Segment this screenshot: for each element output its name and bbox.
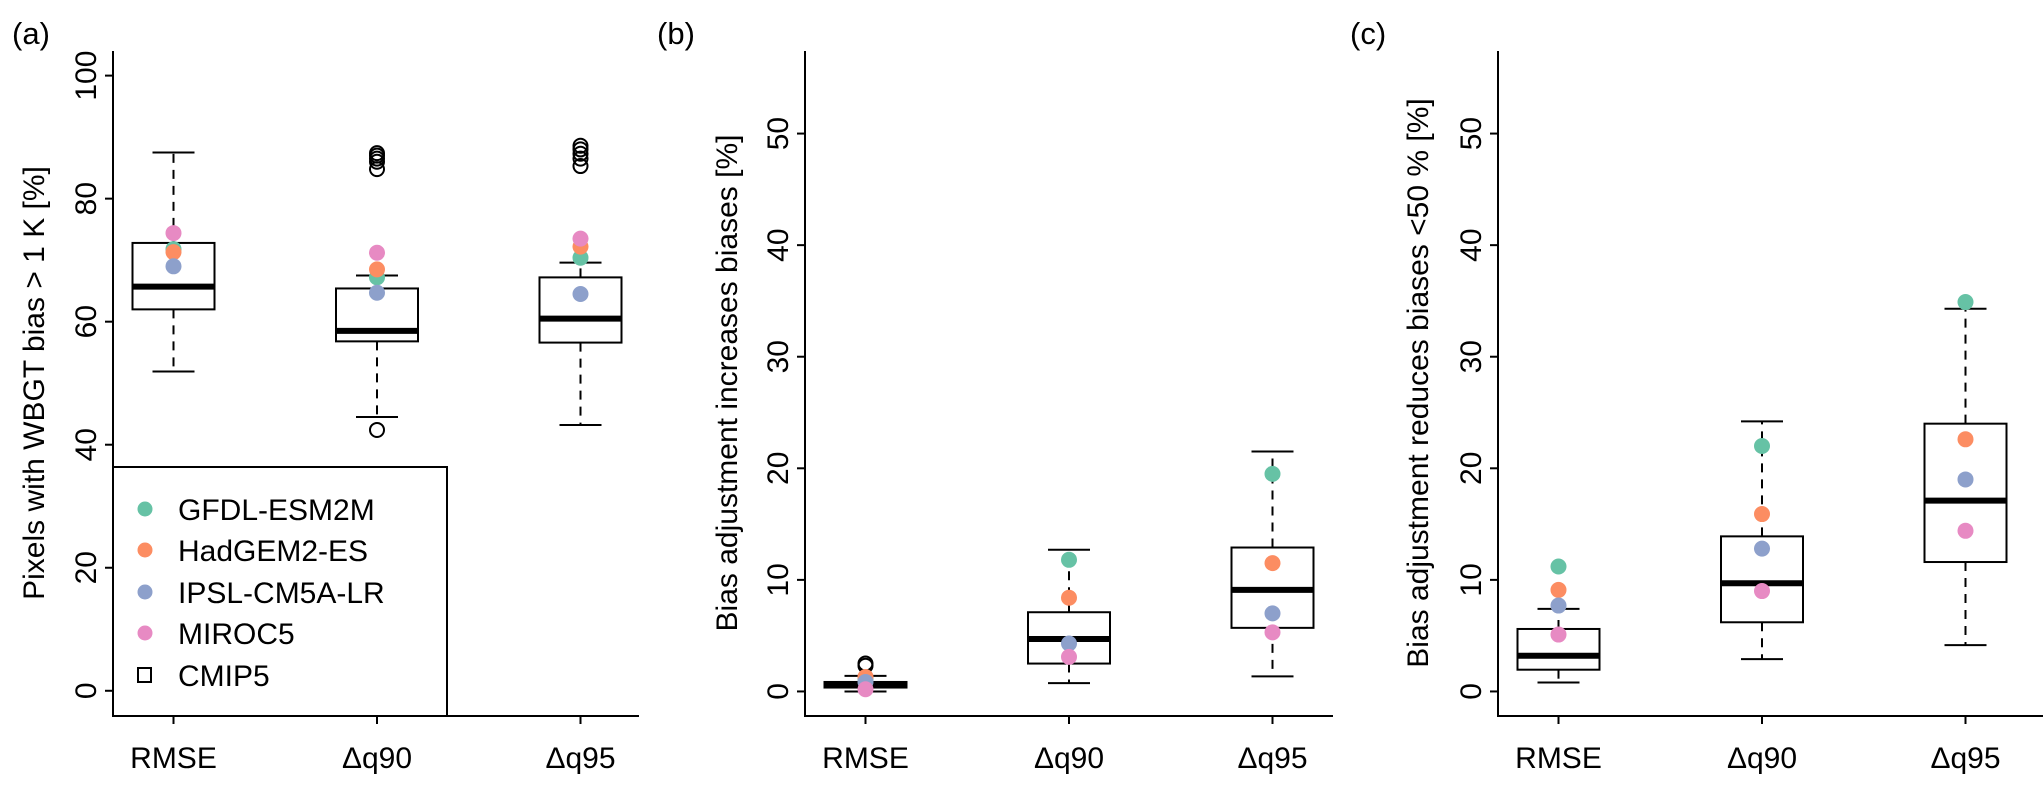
legend-dot-hadgem (137, 542, 153, 558)
model-point-miroc5 (1264, 624, 1281, 641)
x-tick-label: RMSE (822, 742, 909, 775)
legend-dot-gfdl (137, 501, 153, 517)
x-tick-label: Δq90 (342, 742, 412, 775)
model-point-gfdl-esm2m (1754, 437, 1770, 454)
y-axis-title-a: Pixels with WBGT bias > 1 K [%] (18, 166, 51, 600)
legend-label-hadgem: HadGEM2-ES (178, 535, 368, 568)
legend-dot-ipsl (137, 584, 153, 600)
y-tick-label: 20 (70, 551, 103, 584)
x-tick-label: Δq95 (1237, 742, 1307, 775)
model-point-hadgem2-es (1957, 431, 1974, 448)
model-point-miroc5 (1957, 522, 1974, 539)
model-point-ipsl-cm5a-lr (369, 284, 385, 301)
model-point-hadgem2-es (1550, 581, 1567, 598)
box-1 (335, 145, 419, 438)
box-1 (1027, 548, 1111, 685)
model-point-hadgem2-es (369, 261, 385, 278)
panel-a: (a) Pixels with WBGT bias > 1 K [%] 0 20 4… (12, 16, 639, 775)
legend-label-miroc: MIROC5 (178, 618, 295, 651)
model-point-gfdl-esm2m (1061, 551, 1077, 568)
y-tick-label: 30 (1455, 340, 1488, 373)
y-tick-label: 0 (1455, 683, 1488, 700)
model-point-miroc5 (165, 225, 182, 242)
x-tick-label: Δq95 (1930, 742, 2000, 775)
x-tick-label: RMSE (1515, 742, 1602, 775)
y-tick-label: 100 (70, 51, 103, 101)
model-point-ipsl-cm5a-lr (1264, 605, 1281, 622)
y-tick-label: 80 (70, 182, 103, 215)
model-point-ipsl-cm5a-lr (1061, 635, 1077, 652)
y-tick-label: 50 (1455, 117, 1488, 150)
outlier-point (572, 158, 589, 175)
y-tick-label: 30 (762, 340, 795, 373)
legend-frame (112, 466, 448, 717)
model-point-miroc5 (369, 244, 385, 261)
outlier-point (369, 145, 385, 162)
y-tick-label: 60 (70, 305, 103, 338)
box-2 (538, 137, 623, 427)
y-tick-label: 40 (1455, 228, 1488, 261)
x-tick-label: Δq95 (545, 742, 615, 775)
y-tick-label: 10 (762, 563, 795, 596)
panel-b: (b) Bias adjustment increases biases [%]… (657, 16, 1333, 775)
legend-label-ipsl: IPSL-CM5A-LR (178, 577, 385, 610)
outlier-point (369, 421, 385, 438)
box-1 (1720, 420, 1804, 661)
box-2 (1230, 450, 1315, 678)
model-point-ipsl-cm5a-lr (165, 258, 182, 275)
panel-c: (c) Bias adjustment reduces biases <50 %… (1350, 16, 2043, 775)
y-tick-label: 40 (70, 428, 103, 461)
box-0 (1516, 558, 1601, 684)
x-tick-label: Δq90 (1034, 742, 1104, 775)
outlier-point (572, 137, 589, 154)
box-2 (1923, 294, 2008, 647)
outlier-point (572, 145, 589, 162)
model-point-gfdl-esm2m (1264, 465, 1281, 482)
box-0 (823, 655, 908, 698)
y-tick-label: 50 (762, 117, 795, 150)
legend-box-symbol-cmip5 (137, 667, 152, 683)
model-point-gfdl-esm2m (572, 249, 589, 266)
model-point-hadgem2-es (165, 244, 182, 261)
model-point-ipsl-cm5a-lr (1754, 540, 1770, 557)
panel-label-c: (c) (1350, 16, 1386, 51)
legend: GFDL-ESM2M HadGEM2-ES IPSL-CM5A-LR MIROC… (112, 466, 448, 717)
y-tick-label: 20 (1455, 452, 1488, 485)
model-point-hadgem2-es (1061, 589, 1077, 606)
legend-label-gfdl: GFDL-ESM2M (178, 494, 375, 527)
box-0 (131, 151, 216, 373)
y-tick-label: 0 (762, 683, 795, 700)
y-tick-label: 20 (762, 452, 795, 485)
panel-label-a: (a) (12, 16, 50, 51)
model-point-gfdl-esm2m (1550, 558, 1567, 575)
model-point-ipsl-cm5a-lr (1957, 471, 1974, 488)
y-tick-label: 40 (762, 228, 795, 261)
x-tick-label: Δq90 (1727, 742, 1797, 775)
x-tick-label: RMSE (130, 742, 217, 775)
model-point-hadgem2-es (1264, 555, 1281, 572)
legend-label-cmip5: CMIP5 (178, 660, 270, 693)
model-point-miroc5 (1061, 648, 1077, 665)
legend-dot-miroc (137, 625, 153, 641)
y-axis-title-c: Bias adjustment reduces biases <50 % [%] (1402, 98, 1435, 667)
y-axis-title-b: Bias adjustment increases biases [%] (711, 135, 744, 632)
model-point-miroc5 (572, 230, 589, 247)
outlier-point (572, 150, 589, 167)
model-point-hadgem2-es (1754, 506, 1770, 523)
panel-label-b: (b) (657, 16, 695, 51)
model-point-miroc5 (1550, 626, 1567, 643)
y-tick-label: 10 (1455, 563, 1488, 596)
y-tick-label: 0 (70, 682, 103, 699)
model-point-miroc5 (857, 681, 874, 698)
model-point-gfdl-esm2m (1957, 294, 1974, 311)
model-point-ipsl-cm5a-lr (1550, 597, 1567, 614)
model-point-ipsl-cm5a-lr (572, 285, 589, 302)
model-point-miroc5 (1754, 583, 1770, 600)
